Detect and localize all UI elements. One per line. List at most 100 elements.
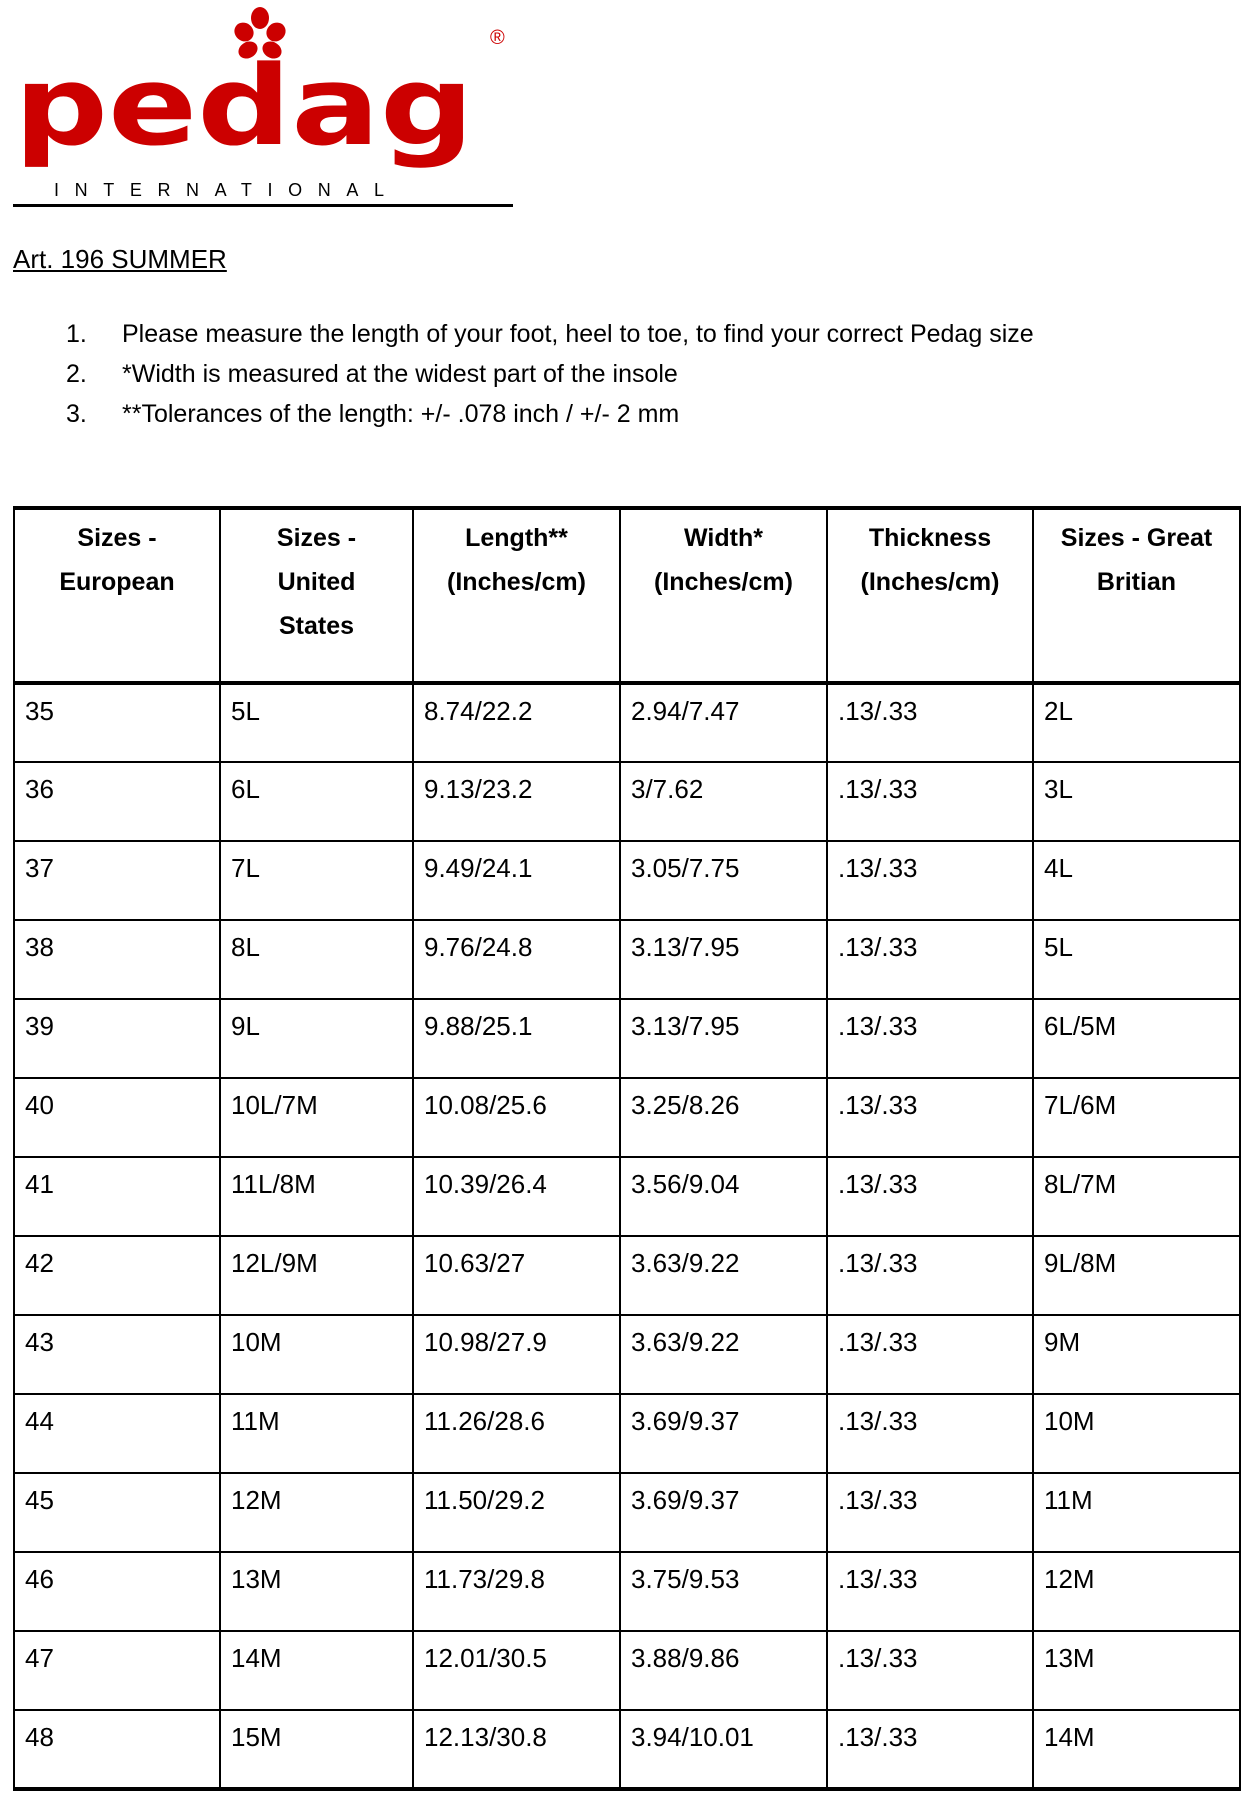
table-cell: 9.13/23.2: [412, 761, 621, 842]
header-line: Sizes -: [77, 524, 157, 552]
item-number: 2.: [66, 360, 87, 388]
table-cell: 43: [13, 1314, 221, 1395]
table-row: 41 11L/8M 10.39/26.4 3.56/9.04.13/.33 8L/7M: [13, 1156, 1241, 1237]
table-cell: 39: [13, 998, 221, 1079]
table-cell: 12.13/30.8: [412, 1709, 621, 1790]
table-cell: 35: [13, 682, 221, 763]
table-cell: .13/.33: [826, 761, 1034, 842]
instruction-item: 1. Please measure the length of your foot…: [66, 314, 1034, 354]
instructions-list: 1. Please measure the length of your foot…: [66, 314, 1034, 434]
header-line: European: [59, 568, 175, 596]
item-number: 3.: [66, 400, 87, 428]
header-line: United: [277, 568, 356, 596]
column-header: Sizes - European: [13, 507, 221, 685]
table-cell: 10L/7M: [219, 1077, 414, 1158]
table-cell: 3.94/10.01: [619, 1709, 828, 1790]
table-cell: .13/.33: [826, 840, 1034, 921]
column-header: Thickness (Inches/cm): [826, 507, 1034, 685]
table-row: 47 14M 12.01/30.5 3.88/9.86.13/.33 13M: [13, 1630, 1241, 1711]
table-cell: 11.73/29.8: [412, 1551, 621, 1632]
header-row: Sizes - European Sizes - United States Length…: [13, 507, 1241, 685]
header-line: (Inches/cm): [654, 568, 793, 596]
header-line: (Inches/cm): [447, 568, 586, 596]
table-cell: 12.01/30.5: [412, 1630, 621, 1711]
table-cell: 9L: [219, 998, 414, 1079]
table-cell: 3.63/9.22: [619, 1235, 828, 1316]
table-cell: 3.63/9.22: [619, 1314, 828, 1395]
table-cell: 9M: [1032, 1314, 1241, 1395]
table-cell: 13M: [1032, 1630, 1241, 1711]
table-row: 42 12L/9M 10.63/27 3.63/9.22.13/.33 9L/8M: [13, 1235, 1241, 1316]
table-cell: 11.26/28.6: [412, 1393, 621, 1474]
table-cell: .13/.33: [826, 1393, 1034, 1474]
table-cell: 11M: [1032, 1472, 1241, 1553]
item-number: 1.: [66, 320, 87, 348]
table-cell: 10.08/25.6: [412, 1077, 621, 1158]
table-cell: 10M: [1032, 1393, 1241, 1474]
logo-brand: pedag: [14, 42, 474, 170]
table-cell: 3/7.62: [619, 761, 828, 842]
column-header: Width* (Inches/cm): [619, 507, 828, 685]
table-cell: 9.49/24.1: [412, 840, 621, 921]
table-cell: 8L/7M: [1032, 1156, 1241, 1237]
column-header: Length** (Inches/cm): [412, 507, 621, 685]
table-cell: 42: [13, 1235, 221, 1316]
table-cell: 3.69/9.37: [619, 1472, 828, 1553]
table-cell: 3L: [1032, 761, 1241, 842]
table-cell: 9.88/25.1: [412, 998, 621, 1079]
table-cell: 11M: [219, 1393, 414, 1474]
table-cell: 45: [13, 1472, 221, 1553]
table-cell: .13/.33: [826, 919, 1034, 1000]
header-line: Width*: [684, 524, 763, 552]
table-row: 35 5L 8.74/22.2 2.94/7.47.13/.33 2L: [13, 682, 1241, 763]
table-cell: .13/.33: [826, 1077, 1034, 1158]
table-cell: 11L/8M: [219, 1156, 414, 1237]
table-cell: 6L: [219, 761, 414, 842]
table-cell: 3.56/9.04: [619, 1156, 828, 1237]
table-cell: 11.50/29.2: [412, 1472, 621, 1553]
table-row: 45 12M 11.50/29.2 3.69/9.37.13/.33 11M: [13, 1472, 1241, 1553]
table-row: 46 13M 11.73/29.8 3.75/9.53.13/.33 12M: [13, 1551, 1241, 1632]
table-cell: 3.75/9.53: [619, 1551, 828, 1632]
table-cell: 46: [13, 1551, 221, 1632]
size-chart-table: Sizes - European Sizes - United States Length…: [13, 506, 1241, 1791]
header-line: (Inches/cm): [860, 568, 1000, 596]
table-cell: 15M: [219, 1709, 414, 1790]
table-cell: 14M: [219, 1630, 414, 1711]
item-text: **Tolerances of the length: +/- .078 inc…: [122, 400, 680, 428]
table-cell: .13/.33: [826, 1314, 1034, 1395]
table-cell: 38: [13, 919, 221, 1000]
table-cell: 48: [13, 1709, 221, 1790]
article-title: Art. 196 SUMMER: [13, 244, 227, 274]
table-cell: 13M: [219, 1551, 414, 1632]
table-cell: 9.76/24.8: [412, 919, 621, 1000]
table-cell: 3.05/7.75: [619, 840, 828, 921]
table-row: 43 10M 10.98/27.9 3.63/9.22.13/.33 9M: [13, 1314, 1241, 1395]
table-cell: 36: [13, 761, 221, 842]
table-cell: 3.25/8.26: [619, 1077, 828, 1158]
header-line: Sizes -: [276, 524, 357, 552]
table-row: 40 10L/7M 10.08/25.6 3.25/8.26.13/.33 7L/6M: [13, 1077, 1241, 1158]
table-cell: 14M: [1032, 1709, 1241, 1790]
table-cell: 10M: [219, 1314, 414, 1395]
table-cell: 9L/8M: [1032, 1235, 1241, 1316]
table-cell: 2.94/7.47: [619, 682, 828, 763]
table-cell: 3.13/7.95: [619, 998, 828, 1079]
table-cell: 40: [13, 1077, 221, 1158]
table-cell: 12L/9M: [219, 1235, 414, 1316]
table-cell: 10.63/27: [412, 1235, 621, 1316]
logo-underline: [13, 204, 513, 207]
column-header: Sizes - Great Britian: [1032, 507, 1241, 685]
table-cell: 8.74/22.2: [412, 682, 621, 763]
registered-mark: ®: [490, 27, 505, 49]
table-cell: 3.69/9.37: [619, 1393, 828, 1474]
table-cell: 7L/6M: [1032, 1077, 1241, 1158]
table-row: 37 7L 9.49/24.1 3.05/7.75.13/.33 4L: [13, 840, 1241, 921]
table-cell: .13/.33: [826, 1709, 1034, 1790]
item-text: *Width is measured at the widest part of…: [122, 360, 678, 388]
flower-icon: [234, 7, 286, 59]
column-header: Sizes - United States: [219, 507, 414, 685]
table-row: 44 11M 11.26/28.6 3.69/9.37.13/.33 10M: [13, 1393, 1241, 1474]
table-cell: 5L: [219, 682, 414, 763]
header-line: Britian: [1096, 568, 1177, 596]
